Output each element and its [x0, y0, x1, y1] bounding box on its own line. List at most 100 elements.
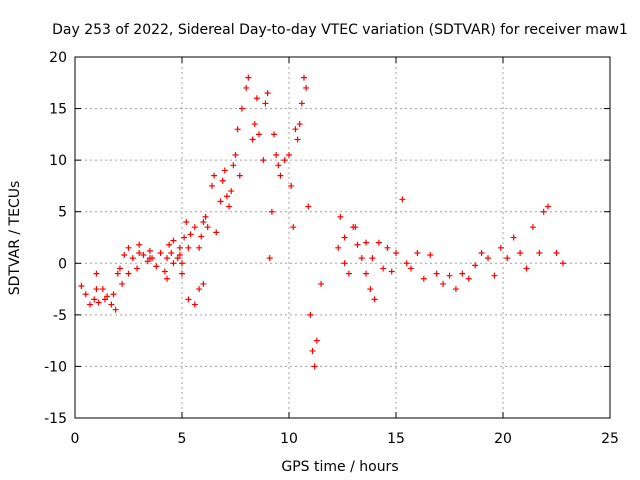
data-point	[393, 249, 399, 256]
data-point	[191, 224, 198, 231]
y-tick-label: -10	[44, 359, 67, 375]
data-point	[311, 363, 318, 370]
data-point	[510, 234, 517, 241]
data-point	[196, 244, 203, 251]
data-point	[245, 74, 252, 81]
data-point	[157, 249, 164, 256]
data-point	[176, 252, 183, 259]
x-axis-label: GPS time / hours	[281, 459, 398, 475]
data-point	[292, 126, 299, 133]
data-point	[93, 270, 100, 277]
data-point	[112, 306, 119, 313]
data-point	[95, 299, 102, 306]
data-point	[219, 177, 226, 184]
data-point	[303, 84, 310, 91]
data-point	[363, 239, 370, 246]
data-point	[114, 270, 121, 277]
data-point	[176, 244, 183, 251]
data-point	[185, 296, 192, 303]
data-point	[183, 219, 190, 226]
data-point	[200, 219, 207, 226]
data-point	[313, 337, 320, 344]
data-point	[179, 260, 185, 267]
data-point	[208, 182, 215, 189]
data-point	[403, 260, 410, 267]
data-point	[358, 255, 365, 262]
data-point	[273, 151, 280, 158]
y-tick-label: -15	[44, 411, 67, 427]
data-point	[116, 265, 123, 272]
data-point	[136, 241, 143, 248]
data-point	[337, 213, 344, 220]
data-point	[335, 244, 342, 251]
data-point	[181, 234, 188, 241]
x-axis: 0 5 10 15 20 25	[71, 57, 619, 447]
y-axis: -15 -10 -5 0 5 10 15 20	[44, 50, 610, 427]
data-point	[119, 280, 126, 287]
data-point	[354, 241, 361, 248]
data-point	[260, 157, 267, 164]
data-point	[144, 258, 151, 265]
data-point	[213, 229, 220, 236]
data-point	[230, 162, 237, 169]
data-point	[121, 252, 128, 259]
x-tick-label: 15	[387, 431, 405, 447]
data-point	[420, 275, 427, 282]
y-tick-label: 20	[49, 50, 67, 66]
data-point	[307, 311, 314, 318]
data-point	[414, 249, 421, 256]
data-point	[140, 252, 147, 259]
data-point	[146, 255, 153, 262]
x-tick-label: 5	[178, 431, 187, 447]
data-point	[286, 151, 292, 158]
chart-title: Day 253 of 2022, Sidereal Day-to-day VTE…	[52, 22, 628, 38]
data-point	[281, 157, 288, 164]
data-point	[352, 224, 359, 231]
y-tick-label: -5	[53, 308, 67, 324]
data-point	[369, 255, 376, 262]
data-point	[236, 172, 243, 179]
data-point	[164, 275, 171, 282]
data-point	[185, 244, 192, 251]
data-point	[211, 172, 218, 179]
data-point	[399, 196, 406, 203]
data-point	[217, 198, 224, 205]
y-axis-label: SDTVAR / TECUs	[7, 181, 23, 296]
data-point	[290, 224, 297, 231]
data-point	[433, 270, 440, 277]
data-point	[367, 286, 374, 293]
data-point	[91, 296, 98, 303]
data-point	[99, 286, 106, 293]
data-point	[166, 241, 173, 248]
data-point	[266, 255, 273, 262]
data-point	[153, 263, 160, 270]
x-tick-label: 10	[280, 431, 298, 447]
data-point	[198, 233, 205, 240]
data-point	[452, 286, 459, 293]
data-point	[228, 188, 235, 195]
data-point	[170, 237, 177, 244]
data-point	[446, 272, 453, 279]
y-tick-label: 10	[49, 153, 67, 169]
data-point	[174, 255, 181, 262]
data-point	[497, 244, 504, 251]
data-point	[164, 255, 171, 262]
data-point	[168, 249, 175, 256]
y-tick-label: 5	[58, 205, 67, 221]
data-point	[275, 162, 282, 169]
x-tick-label: 20	[494, 431, 512, 447]
data-point	[536, 249, 543, 256]
data-point	[232, 151, 239, 158]
data-point	[504, 255, 511, 262]
data-point	[309, 347, 316, 354]
data-point	[268, 208, 275, 215]
data-point	[196, 286, 203, 293]
data-point	[540, 208, 547, 215]
data-point	[294, 136, 301, 143]
data-point	[204, 224, 211, 231]
data-point	[134, 265, 141, 272]
data-point	[125, 270, 132, 277]
data-point	[146, 247, 153, 254]
data-point	[256, 131, 263, 138]
data-point	[440, 280, 447, 287]
